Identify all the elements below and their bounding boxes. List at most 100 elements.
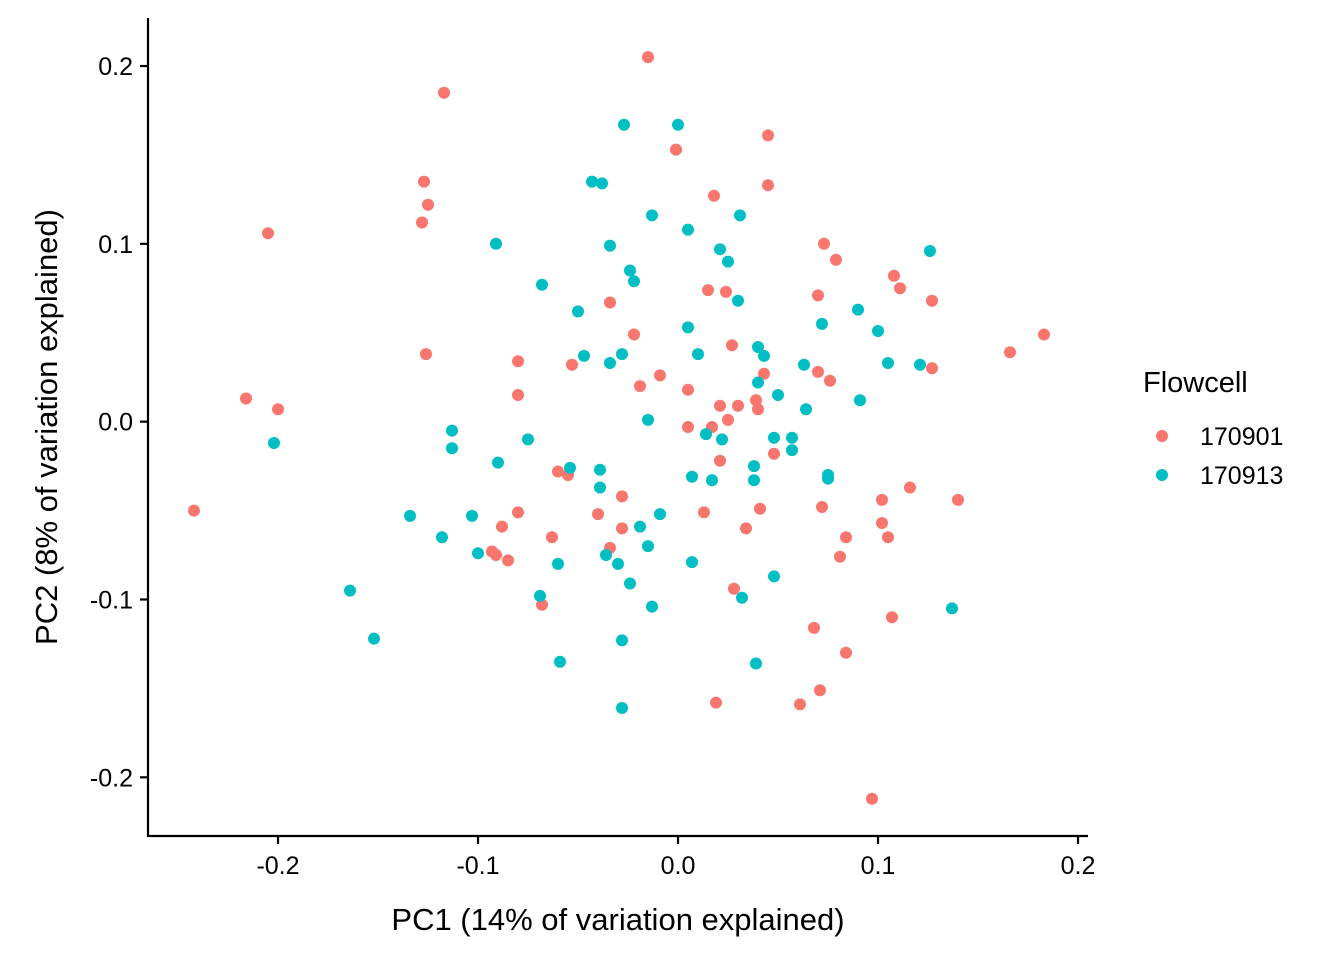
data-point-170913-49 [686,470,698,483]
data-point-170913-43 [786,444,798,457]
legend-items: 170901 170913 [1156,423,1283,490]
data-point-170913-10 [924,245,936,257]
data-point-170901-10 [818,237,830,250]
data-point-170913-18 [816,317,828,330]
data-point-170901-55 [816,501,828,513]
data-point-170913-16 [572,305,584,318]
data-point-170913-38 [268,437,280,449]
data-point-170913-13 [628,275,640,288]
data-point-170913-27 [798,358,810,371]
data-point-170913-40 [768,431,780,444]
data-point-170913-74 [554,655,566,668]
data-point-170913-60 [472,547,484,560]
data-point-170913-72 [368,632,380,645]
data-point-170901-28 [758,367,770,380]
legend-swatch-170913 [1156,469,1168,481]
x-tick-label: 0.2 [1061,852,1096,880]
data-point-170901-44 [714,454,726,467]
data-point-170901-65 [490,549,502,561]
data-point-170901-51 [188,504,200,517]
data-point-170901-29 [654,369,666,382]
data-point-170901-0 [642,51,654,64]
data-point-170913-21 [752,341,764,353]
data-point-170901-14 [702,284,714,297]
data-point-170901-12 [888,269,900,282]
data-point-170913-1 [672,118,684,131]
data-point-170913-36 [700,428,712,441]
data-point-170913-28 [882,357,894,369]
data-point-170913-19 [682,321,694,334]
data-point-170913-46 [594,463,606,476]
data-point-170913-71 [946,602,958,615]
data-point-170901-13 [894,282,906,295]
data-point-170913-8 [604,239,616,252]
data-point-170901-8 [416,216,428,229]
data-point-170913-3 [596,177,608,190]
x-axis-ticks: -0.2 -0.1 0.0 0.1 0.2 [256,836,1095,880]
data-point-170901-47 [876,493,888,506]
data-point-170901-25 [566,358,578,371]
data-point-170913-30 [752,376,764,389]
data-point-170913-7 [490,237,502,250]
data-point-170913-9 [714,243,726,256]
data-point-170913-52 [822,472,834,485]
x-tick-label: 0.1 [861,852,896,880]
data-point-170901-39 [752,403,764,416]
legend: Flowcell 170901 170913 [1143,367,1283,490]
data-point-170901-43 [768,447,780,460]
data-point-170901-49 [952,493,964,506]
data-point-170913-50 [706,474,718,487]
data-point-170901-66 [502,554,514,567]
data-point-170913-25 [692,348,704,361]
data-point-170913-4 [646,209,658,222]
data-point-170901-5 [418,175,430,188]
data-point-170913-26 [604,357,616,369]
data-point-170901-20 [1038,328,1050,341]
data-point-170901-26 [926,362,938,375]
data-point-170913-29 [914,358,926,371]
data-point-170913-65 [768,570,780,583]
legend-title: Flowcell [1143,367,1248,399]
data-point-170913-56 [654,508,666,521]
data-point-170901-16 [812,289,824,302]
data-point-170901-58 [496,520,508,533]
x-tick-label: -0.2 [256,852,299,880]
data-point-170913-24 [616,348,628,361]
data-point-170913-37 [522,433,534,446]
data-point-170901-40 [722,413,734,426]
data-point-170901-7 [422,198,434,211]
data-point-170901-32 [682,383,694,396]
data-point-170913-33 [854,394,866,407]
data-point-170901-41 [682,421,694,433]
data-point-170901-31 [634,380,646,393]
x-tick-label: -0.1 [456,852,499,880]
data-point-170913-34 [642,413,654,426]
data-point-170901-61 [740,522,752,535]
data-point-170913-6 [682,223,694,236]
data-point-170901-17 [604,296,616,309]
data-point-170913-67 [344,584,356,597]
y-tick-label: 0.0 [98,409,133,437]
y-tick-label: 0.1 [98,231,133,259]
data-point-170913-11 [722,255,734,268]
data-point-170913-64 [686,556,698,569]
x-axis-title: PC1 (14% of variation explained) [391,902,844,937]
y-tick-label: -0.2 [90,764,133,792]
data-point-170913-15 [732,294,744,307]
data-point-170913-61 [600,549,612,561]
data-point-170901-63 [546,531,558,544]
data-point-170913-55 [466,509,478,522]
y-tick-label: -0.1 [90,586,133,614]
data-point-170901-54 [592,508,604,521]
data-point-170913-66 [624,577,636,590]
data-point-170901-45 [552,465,564,478]
data-point-170901-30 [824,374,836,387]
legend-label-170913: 170913 [1200,462,1283,490]
y-axis-title: PC2 (8% of variation explained) [29,209,64,645]
data-point-170913-51 [748,474,760,487]
data-point-170901-50 [616,490,628,503]
points-layer [188,51,1050,805]
data-point-170901-4 [762,179,774,192]
data-point-170901-57 [876,517,888,529]
